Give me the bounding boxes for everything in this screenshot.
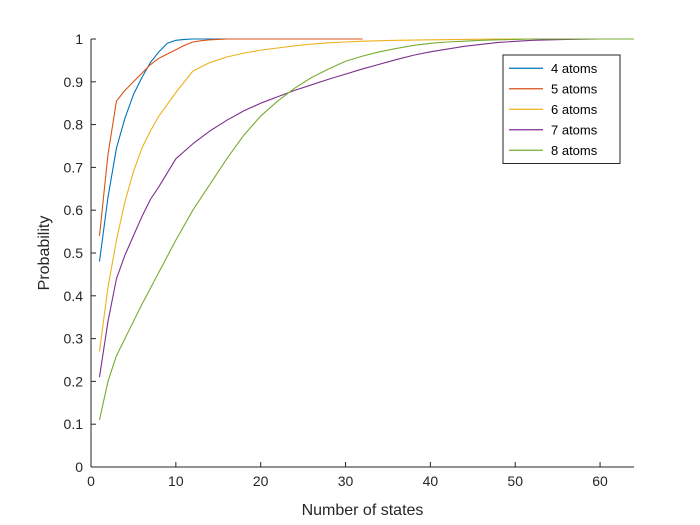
- x-axis-label: Number of states: [302, 502, 424, 519]
- y-tick-label: 0.5: [64, 245, 84, 261]
- legend-label-2: 5 atoms: [551, 81, 598, 96]
- x-tick-label: 0: [87, 473, 95, 489]
- y-tick-label: 1: [75, 31, 83, 47]
- series-line-1: [98, 38, 227, 262]
- legend: 4 atoms 5 atoms 6 atoms 7 atoms 8 atoms: [502, 54, 621, 164]
- y-tick-label: 0.9: [64, 74, 84, 90]
- y-tick-label: 0.1: [64, 416, 84, 432]
- legend-label-3: 6 atoms: [551, 102, 598, 117]
- x-tick-label: 60: [592, 473, 608, 489]
- x-tick-label: 20: [253, 473, 269, 489]
- y-tick-label: 0.6: [64, 202, 84, 218]
- legend-label-4: 7 atoms: [551, 122, 598, 137]
- series-line-2: [98, 38, 363, 236]
- series-line-3: [98, 38, 634, 352]
- y-tick-label: 0.3: [64, 331, 84, 347]
- y-tick-label: 0.4: [64, 288, 84, 304]
- x-tick-label: 50: [507, 473, 523, 489]
- series-layer: [98, 38, 634, 421]
- legend-label-5: 8 atoms: [551, 143, 598, 158]
- x-tick-label: 30: [338, 473, 354, 489]
- series-line-4: [98, 38, 634, 378]
- ticks-layer: 0 10 20 30 40 50 60 0 0.1 0.2 0.3 0.4 0.5 0.6 0.7 0.8 0.…: [64, 31, 609, 489]
- y-tick-label: 0: [75, 459, 83, 475]
- x-tick-label: 10: [168, 473, 184, 489]
- y-tick-label: 0.2: [64, 373, 84, 389]
- y-axis-label: Probability: [36, 216, 53, 291]
- legend-label-1: 4 atoms: [551, 61, 598, 76]
- y-tick-label: 0.8: [64, 117, 84, 133]
- x-tick-label: 40: [423, 473, 439, 489]
- y-tick-label: 0.7: [64, 159, 84, 175]
- series-line-5: [98, 38, 634, 421]
